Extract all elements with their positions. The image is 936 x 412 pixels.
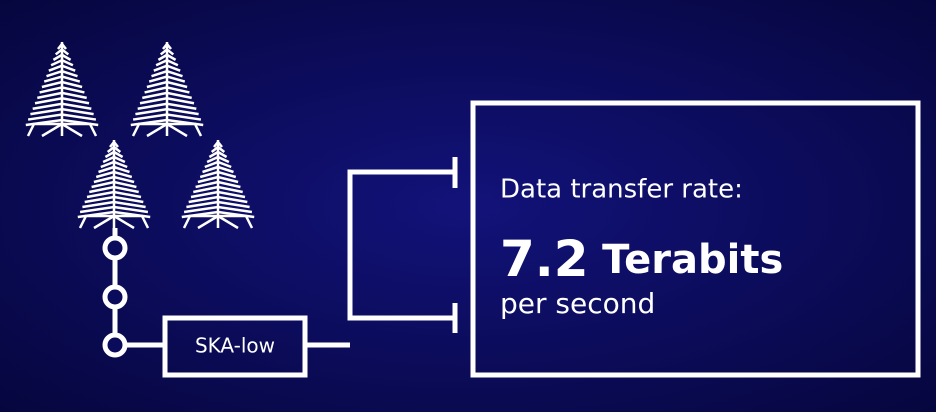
element (208, 150, 228, 159)
element (213, 139, 223, 148)
element (54, 47, 70, 56)
rate-unit: Terabits (602, 237, 783, 283)
element (132, 113, 202, 121)
element (162, 41, 172, 50)
element (144, 86, 190, 94)
element (95, 170, 133, 179)
node (102, 284, 128, 310)
element (155, 58, 179, 67)
base (41, 122, 83, 138)
antenna-array (25, 41, 255, 230)
element (199, 170, 237, 179)
antenna (25, 41, 99, 138)
element (43, 75, 81, 83)
element (106, 145, 122, 153)
element (183, 205, 253, 214)
base (93, 214, 135, 230)
output-rate: 7.2 Terabits (500, 230, 783, 288)
element (146, 80, 188, 89)
element (148, 75, 186, 83)
connectors (102, 100, 921, 378)
element (206, 155, 230, 164)
element (41, 80, 83, 89)
split-link (347, 169, 455, 321)
element (57, 41, 67, 50)
element (46, 69, 78, 78)
station-label: SKA-low (195, 334, 275, 358)
element (79, 205, 149, 214)
rate-value: 7.2 (500, 230, 589, 288)
base (146, 122, 188, 138)
element (48, 64, 76, 72)
base (197, 214, 239, 230)
element (109, 139, 119, 148)
element (27, 113, 97, 121)
element (104, 150, 124, 159)
antenna (181, 139, 255, 230)
element (159, 47, 175, 56)
output-heading: Data transfer rate: (500, 175, 743, 205)
element (188, 195, 248, 204)
element (197, 175, 239, 184)
element (186, 200, 250, 209)
element (37, 91, 87, 100)
element (32, 102, 92, 110)
element (82, 200, 146, 209)
antenna (130, 41, 204, 138)
node (102, 332, 128, 358)
element (39, 86, 85, 94)
element (193, 185, 243, 194)
element (93, 175, 135, 184)
antenna (77, 139, 151, 230)
output-box (470, 100, 921, 378)
element (50, 58, 74, 67)
element (89, 185, 139, 194)
element (135, 107, 199, 116)
element (34, 97, 90, 105)
element (86, 190, 142, 199)
element (157, 53, 177, 61)
element (100, 160, 128, 169)
element (151, 69, 183, 78)
element (210, 145, 226, 153)
element (98, 165, 130, 174)
element (137, 102, 197, 110)
element (102, 155, 126, 164)
element (91, 180, 137, 189)
element (190, 190, 246, 199)
element (139, 97, 195, 105)
element (52, 53, 72, 61)
element (204, 160, 232, 169)
element (195, 180, 241, 189)
element (153, 64, 181, 72)
node (102, 235, 128, 261)
element (202, 165, 234, 174)
element (30, 107, 94, 116)
element (142, 91, 192, 100)
element (84, 195, 144, 204)
output-per: per second (500, 287, 655, 320)
